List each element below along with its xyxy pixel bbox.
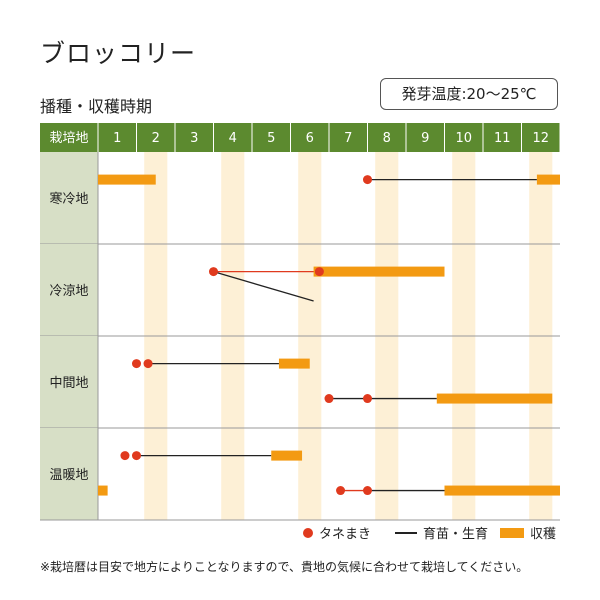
legend-sowing: タネまき [303,523,371,542]
month-label: 9 [421,131,429,146]
sowing-dot [324,394,334,404]
month-label: 7 [344,131,352,146]
region-label-cell [40,336,98,428]
growing-line-transplant [213,270,314,302]
sowing-dot [363,486,372,496]
harvest-bar [271,450,303,461]
legend-harvest-label: 収穫 [530,527,557,542]
page-title: ブロッコリー [40,39,197,68]
growing-line-icon [395,531,417,534]
region-label: 温暖地 [49,468,88,483]
month-label: 3 [190,131,198,146]
sowing-dot [132,451,141,461]
region-label: 冷涼地 [49,284,88,299]
section-subtitle: 播種・収穫時期 [40,97,153,116]
region-label: 寒冷地 [49,191,88,207]
region-label-cell [40,152,98,244]
sowing-dot-icon [303,527,313,538]
month-label: 12 [532,131,549,146]
sowing-dot [314,267,324,277]
month-label: 6 [306,131,314,146]
month-label: 8 [383,131,391,146]
header-row [40,123,560,152]
harvest-bar [313,266,445,277]
legend-sowing-label: タネまき [319,527,372,542]
harvest-bar [444,485,560,496]
harvest-bar [98,485,108,496]
germination-temperature-badge: 発芽温度:20〜25℃ [380,78,558,110]
region-label-cell [40,244,98,336]
sowing-dot [336,486,346,496]
sowing-dot [120,451,130,461]
legend-harvest: 収穫 [500,523,556,542]
harvest-bar [536,174,560,185]
sowing-dot [143,359,153,369]
footnote: ※栽培暦は目安で地方によりことなりますので、貴地の気候に合わせて栽培してください… [40,560,529,574]
harvest-bar-icon [500,527,524,538]
month-label: 10 [455,131,472,146]
region-label-cell [40,428,98,520]
header-label: 栽培地 [49,130,88,146]
harvest-bar [436,393,553,404]
month-label: 11 [494,131,511,146]
sowing-dot [363,394,372,404]
harvest-bar [278,358,310,369]
sowing-dot [209,267,218,277]
sowing-dot [363,175,372,185]
month-label: 2 [152,131,160,146]
month-label: 4 [229,131,237,146]
legend-growing: 育苗・生育 [395,523,488,542]
month-label: 5 [267,131,275,146]
region-label: 中間地 [49,376,88,391]
sowing-dot [132,359,141,369]
legend-growing-label: 育苗・生育 [423,527,489,542]
month-label: 1 [113,131,121,146]
harvest-bar [98,174,156,185]
